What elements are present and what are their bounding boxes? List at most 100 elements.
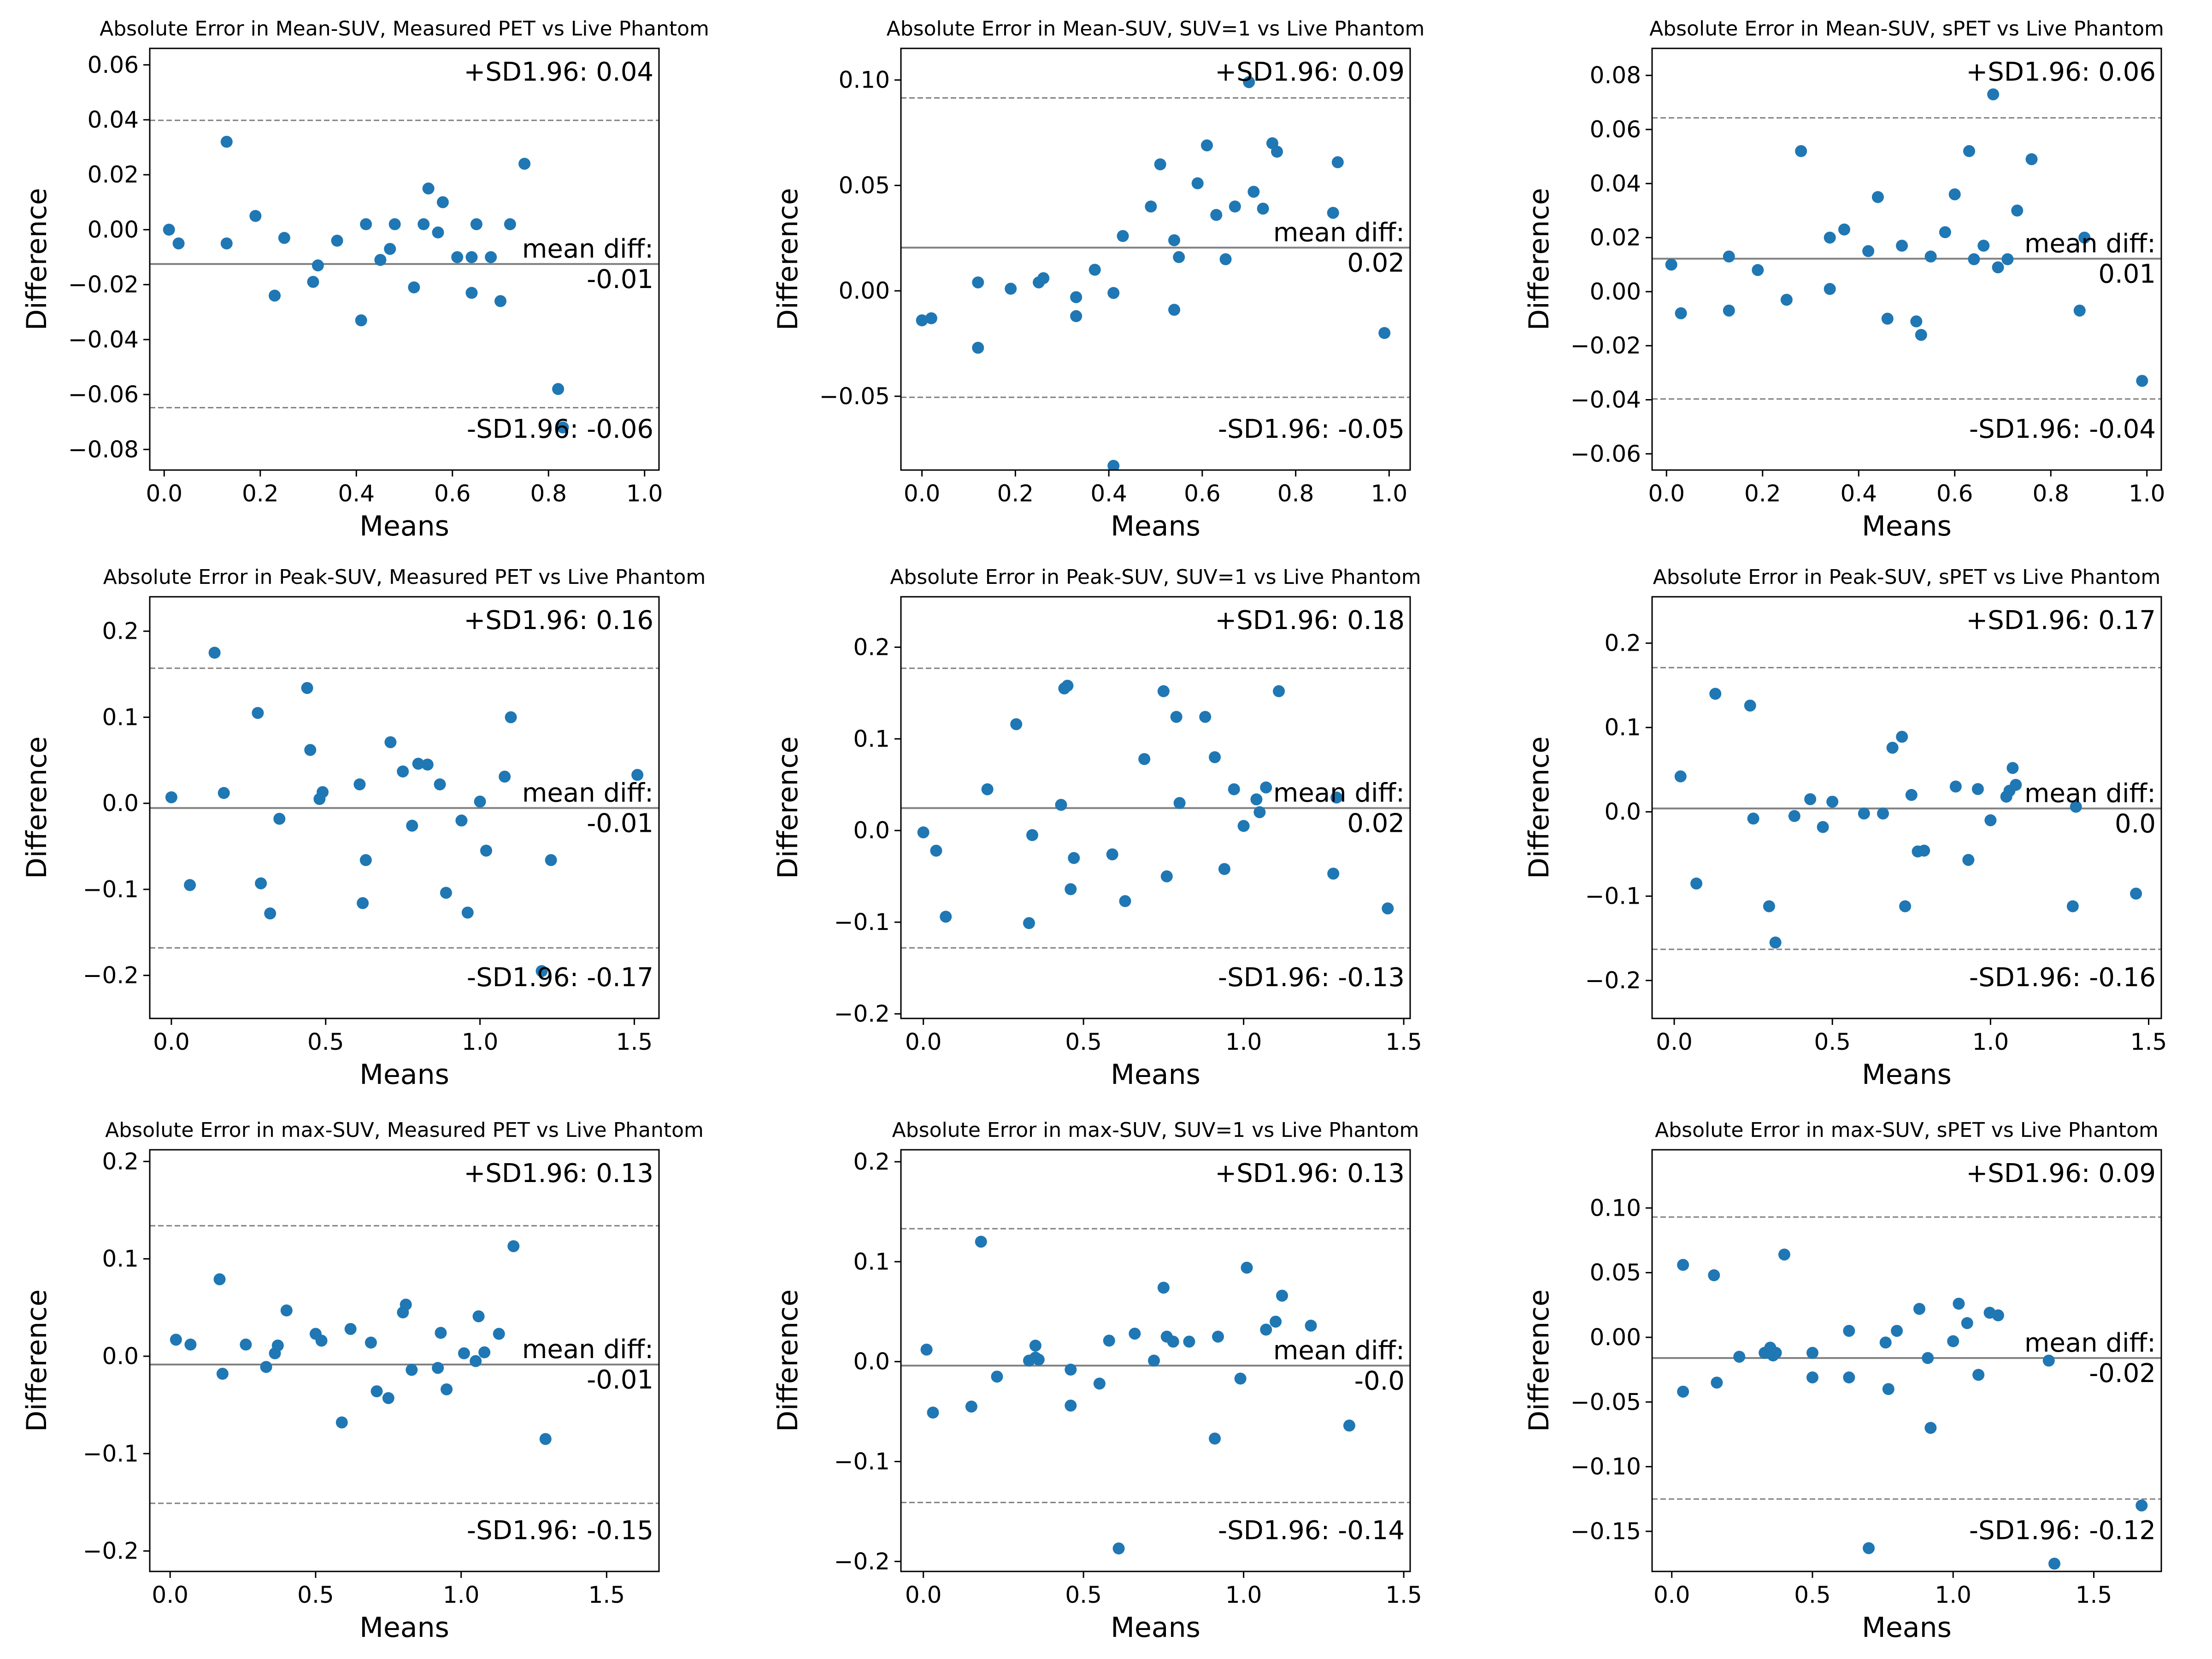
upper-sd-annotation: +SD1.96: 0.16 [464, 606, 653, 635]
data-point [1871, 191, 1884, 203]
data-point [1209, 751, 1221, 764]
data-point [1963, 145, 1976, 157]
x-tick-label: 0.8 [1277, 480, 1314, 507]
data-point [269, 289, 281, 302]
y-tick-label: 0.05 [839, 172, 890, 199]
data-point [925, 312, 937, 324]
data-point [927, 1406, 939, 1419]
data-point [455, 814, 468, 827]
data-point [208, 647, 221, 659]
data-point [359, 854, 372, 866]
data-point [2010, 779, 2022, 791]
y-tick-label: 0.00 [839, 277, 890, 304]
mean-diff-value: 0.01 [2098, 259, 2156, 289]
data-point [1962, 853, 1975, 866]
data-point [1247, 186, 1260, 198]
y-tick-label: −0.05 [819, 383, 890, 410]
panel-title: Absolute Error in Mean-SUV, SUV=1 vs Liv… [887, 17, 1425, 41]
data-point [1037, 272, 1050, 284]
data-point [1972, 1369, 1985, 1381]
lower-sd-annotation: -SD1.96: -0.12 [1969, 1516, 2156, 1546]
upper-sd-annotation: +SD1.96: 0.09 [1215, 57, 1405, 87]
y-axis-label: Difference [1523, 736, 1555, 879]
y-tick-label: −0.2 [83, 962, 139, 989]
data-point [1107, 287, 1120, 299]
data-point [1953, 1298, 1965, 1310]
y-tick-label: −0.2 [83, 1538, 139, 1565]
data-point [465, 251, 478, 264]
data-point [1250, 793, 1263, 806]
y-axis-label: Difference [21, 188, 53, 330]
data-point [975, 1235, 987, 1248]
lower-sd-annotation: -SD1.96: -0.04 [1969, 414, 2156, 444]
data-point [220, 237, 233, 250]
data-point [307, 276, 319, 288]
data-point [1824, 231, 1836, 244]
y-tick-label: 0.1 [853, 1248, 890, 1275]
data-point [1199, 711, 1212, 723]
mean-diff-caption: mean diff: [1273, 218, 1405, 247]
data-point [353, 778, 366, 791]
y-tick-label: 0.2 [853, 634, 890, 660]
data-point [505, 711, 517, 724]
data-point [1817, 821, 1829, 833]
x-tick-label: 0.5 [1814, 1029, 1851, 1055]
data-point [388, 218, 401, 230]
data-point [1157, 1282, 1170, 1294]
data-point [981, 783, 994, 795]
x-tick-label: 0.0 [1656, 1029, 1693, 1055]
data-point [1723, 250, 1735, 263]
mean-diff-caption: mean diff: [522, 234, 653, 264]
data-point [1879, 1336, 1892, 1349]
data-point [1234, 1372, 1247, 1385]
data-point [535, 965, 548, 977]
data-point [2001, 253, 2014, 265]
x-tick-label: 0.0 [905, 1029, 942, 1055]
data-point [1070, 291, 1082, 303]
lower-sd-annotation: -SD1.96: -0.14 [1218, 1516, 1405, 1546]
data-point [1229, 200, 1241, 213]
data-point [1780, 294, 1793, 306]
data-point [965, 1400, 977, 1413]
data-point [432, 226, 444, 239]
data-point [371, 1385, 383, 1398]
upper-sd-annotation: +SD1.96: 0.13 [1215, 1159, 1405, 1188]
data-point [384, 736, 397, 748]
data-point [1260, 781, 1272, 794]
data-point [1858, 807, 1870, 820]
data-point [278, 232, 290, 244]
x-tick-label: 0.2 [242, 480, 279, 507]
data-point [1723, 304, 1735, 317]
data-point [1690, 877, 1703, 890]
data-point [2073, 304, 2086, 317]
mean-diff-value: 0.0 [2115, 809, 2156, 839]
data-point [397, 765, 409, 778]
data-point [317, 786, 329, 798]
x-tick-label: 0.0 [152, 1582, 188, 1608]
y-tick-label: 0.0 [853, 1348, 890, 1375]
bland-altman-panel-2: Absolute Error in Mean-SUV, SUV=1 vs Liv… [772, 17, 1424, 542]
data-point [1711, 1377, 1723, 1389]
data-point [1899, 900, 1912, 912]
data-point [1343, 1419, 1355, 1432]
data-point [273, 812, 286, 825]
x-tick-label: 1.0 [626, 480, 663, 507]
upper-sd-annotation: +SD1.96: 0.18 [1215, 606, 1405, 635]
data-point [1378, 327, 1391, 339]
y-tick-label: 0.06 [88, 52, 139, 78]
data-point [493, 1328, 505, 1340]
plot-area [1652, 1216, 2161, 1570]
y-axis-label: Difference [21, 736, 53, 879]
bland-altman-panel-3: Absolute Error in Mean-SUV, sPET vs Live… [1523, 17, 2165, 542]
data-point [432, 1362, 444, 1374]
y-tick-label: 0.0 [1604, 799, 1641, 825]
mean-diff-value: -0.01 [587, 808, 653, 838]
data-point [1882, 1383, 1894, 1395]
data-point [1843, 1324, 1855, 1337]
y-tick-label: 0.08 [1590, 62, 1641, 89]
y-tick-label: 0.1 [853, 725, 890, 752]
panel-title: Absolute Error in max-SUV, SUV=1 vs Live… [892, 1118, 1419, 1142]
data-point [474, 795, 486, 808]
data-point [1709, 688, 1722, 700]
data-point [991, 1371, 1003, 1383]
